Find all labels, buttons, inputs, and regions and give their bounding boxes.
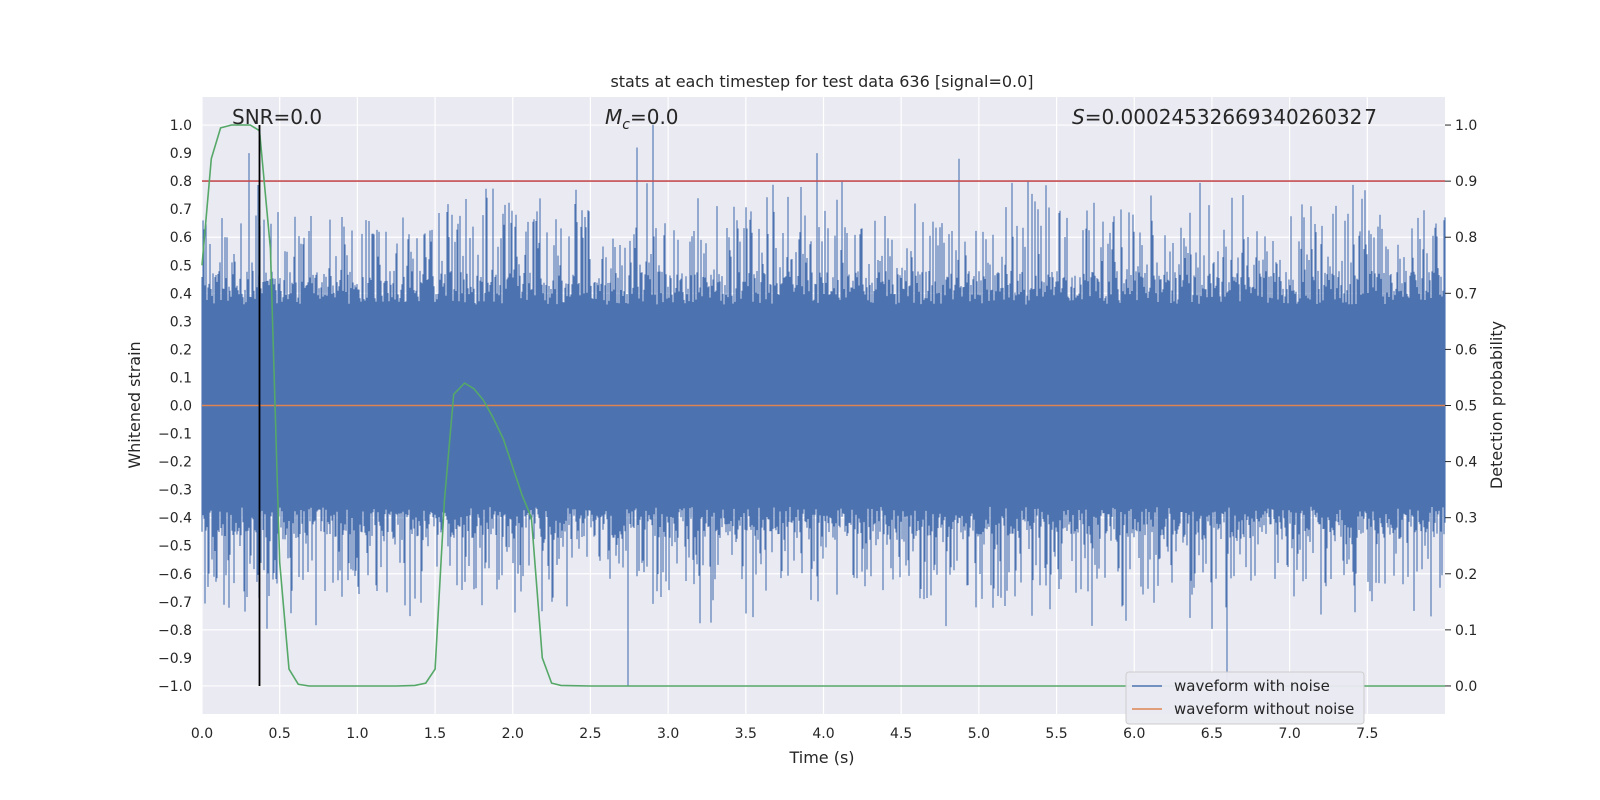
y-tick-label: −0.7 — [158, 595, 192, 611]
y2-tick-label: 0.7 — [1455, 286, 1477, 302]
mc-symbol: M — [605, 105, 622, 129]
mc-annotation: Mc=0.0 — [605, 105, 679, 133]
y-tick-label: 0.7 — [170, 202, 192, 218]
legend-label-noise: waveform with noise — [1174, 677, 1330, 695]
y2-tick-label: 0.6 — [1455, 342, 1477, 358]
x-tick-label: 1.5 — [424, 726, 446, 742]
y2-tick-label: 0.1 — [1455, 623, 1477, 639]
y-tick-label: −0.3 — [158, 483, 192, 499]
x-tick-label: 5.0 — [968, 726, 990, 742]
y-tick-label: −0.5 — [158, 539, 192, 555]
mc-value: =0.0 — [630, 105, 679, 129]
y-tick-label: 0.9 — [170, 146, 192, 162]
x-tick-label: 0.0 — [191, 726, 213, 742]
legend: waveform with noise waveform without noi… — [1125, 671, 1365, 725]
y2-tick-label: 0.5 — [1455, 399, 1477, 415]
x-tick-label: 4.5 — [890, 726, 912, 742]
x-tick-label: 2.0 — [502, 726, 524, 742]
y-tick-label: 1.0 — [170, 118, 192, 134]
y-tick-label: −0.4 — [158, 511, 192, 527]
y-tick-label: 0.4 — [170, 286, 192, 302]
y2-tick-label: 0.0 — [1455, 679, 1477, 695]
y-tick-label: 0.0 — [170, 399, 192, 415]
s-value: =0.0002453266934026032 7 — [1085, 105, 1377, 129]
y-tick-label: 0.5 — [170, 258, 192, 274]
y-tick-label: −0.9 — [158, 651, 192, 667]
x-tick-label: 4.0 — [812, 726, 834, 742]
y2-axis-label: Detection probability — [1487, 321, 1506, 489]
y-tick-label: 0.6 — [170, 230, 192, 246]
y2-tick-label: 0.4 — [1455, 455, 1477, 471]
y-tick-label: 0.1 — [170, 370, 192, 386]
y-tick-label: −0.8 — [158, 623, 192, 639]
series-detection-probability — [201, 124, 1445, 687]
series-lines — [201, 124, 1445, 687]
s-annotation: S=0.0002453266934026032 7 — [1072, 105, 1377, 129]
chart-title: stats at each timestep for test data 636… — [610, 72, 1033, 91]
y2-tick-label: 0.2 — [1455, 567, 1477, 583]
x-tick-label: 3.0 — [657, 726, 679, 742]
y2-tick-label: 0.3 — [1455, 511, 1477, 527]
x-tick-label: 7.5 — [1356, 726, 1378, 742]
y-axis-label: Whitened strain — [125, 341, 144, 468]
x-tick-label: 3.5 — [735, 726, 757, 742]
snr-annotation: SNR=0.0 — [232, 105, 322, 129]
x-tick-label: 2.5 — [579, 726, 601, 742]
x-tick-label: 6.0 — [1123, 726, 1145, 742]
x-tick-label: 5.5 — [1045, 726, 1067, 742]
axis-ticks: 0.0 0.5 1.0 1.5 2.0 2.5 3.0 3.5 4.0 4.5 5.0 5.5 6.0 6… — [158, 118, 1477, 742]
y-tick-label: −0.1 — [158, 427, 192, 443]
legend-label-clean: waveform without noise — [1174, 700, 1354, 718]
y-tick-label: −0.2 — [158, 455, 192, 471]
mc-subscript: c — [622, 117, 630, 133]
y-tick-label: 0.8 — [170, 174, 192, 190]
s-symbol: S — [1072, 105, 1085, 129]
x-tick-label: 6.5 — [1201, 726, 1223, 742]
x-tick-label: 0.5 — [269, 726, 291, 742]
legend-box — [1125, 671, 1365, 725]
y-tick-label: −1.0 — [158, 679, 192, 695]
x-axis-label: Time (s) — [788, 748, 854, 767]
y-tick-label: −0.6 — [158, 567, 192, 583]
x-tick-label: 1.0 — [346, 726, 368, 742]
y-tick-label: 0.3 — [170, 314, 192, 330]
y-tick-label: 0.2 — [170, 342, 192, 358]
y2-tick-label: 0.9 — [1455, 174, 1477, 190]
y2-tick-label: 0.8 — [1455, 230, 1477, 246]
x-tick-label: 7.0 — [1278, 726, 1300, 742]
y2-tick-label: 1.0 — [1455, 118, 1477, 134]
